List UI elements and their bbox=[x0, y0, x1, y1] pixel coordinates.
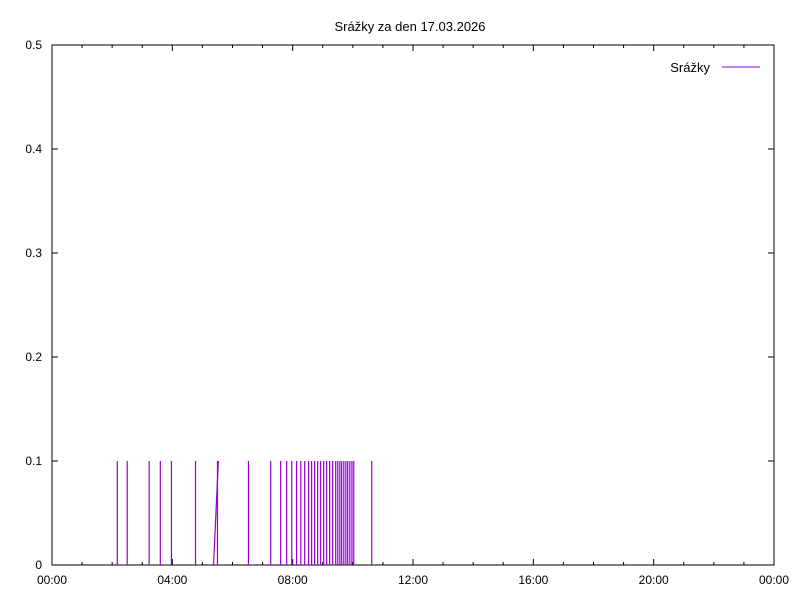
x-axis: 00:00 04:00 08:00 12:00 16:00 20:00 00:00 bbox=[37, 45, 789, 587]
x-tick-label: 00:00 bbox=[37, 573, 67, 587]
series-layer bbox=[116, 460, 373, 566]
x-tick-label: 16:00 bbox=[518, 573, 548, 587]
y-tick-label: 0.1 bbox=[25, 454, 42, 468]
y-axis: 0 0.1 0.2 0.3 0.4 0.5 bbox=[25, 38, 774, 572]
x-tick-label: 00:00 bbox=[759, 573, 789, 587]
rain-ramp bbox=[212, 460, 219, 566]
x-tick-label: 12:00 bbox=[398, 573, 428, 587]
y-tick-label: 0.4 bbox=[25, 142, 42, 156]
legend-label: Srážky bbox=[670, 60, 710, 75]
y-tick-label: 0.5 bbox=[25, 38, 42, 52]
legend: Srážky bbox=[670, 60, 760, 75]
x-tick-label: 08:00 bbox=[278, 573, 308, 587]
x-tick-label: 20:00 bbox=[639, 573, 669, 587]
chart-title: Srážky za den 17.03.2026 bbox=[334, 19, 485, 34]
y-tick-label: 0.2 bbox=[25, 350, 42, 364]
y-tick-label: 0.3 bbox=[25, 246, 42, 260]
y-tick-label: 0 bbox=[35, 558, 42, 572]
x-tick-label: 04:00 bbox=[157, 573, 187, 587]
